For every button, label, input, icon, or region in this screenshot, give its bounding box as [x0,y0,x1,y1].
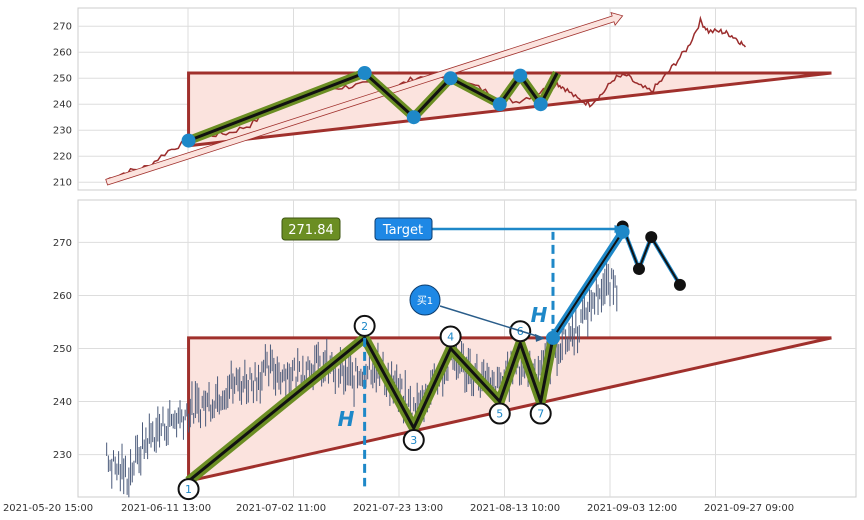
pattern-point-marker [181,133,196,148]
pattern-point-label: 1 [185,483,192,496]
pattern-point-circle [402,429,425,452]
pattern-point-circle [353,314,376,337]
pattern-point-marker [357,66,372,80]
after-point-marker [632,262,645,275]
x-tick-label: 2021-06-11 13:00 [121,503,211,514]
price-label: 271.84 [288,223,334,238]
annotation-arrows [432,225,625,342]
pattern-point-label: 4 [447,331,454,344]
pattern-point-marker [406,110,421,125]
y-tick-label: 230 [53,450,72,461]
y-tick-label: 240 [53,100,72,111]
x-tick-label: 2021-09-03 12:00 [587,503,677,514]
triangle-bottom-edge [188,71,832,148]
y-tick-label: 270 [53,22,72,33]
triangle-top-edge [187,71,832,146]
buy-arrow-head [534,333,545,342]
after-point-marker [645,231,658,244]
y-tick-label: 210 [53,178,72,189]
pattern-point-circle [488,402,511,425]
target-arrow-head [614,225,625,233]
y-tick-label: 220 [53,152,72,163]
pattern-point-marker [533,97,548,112]
pattern-point-label: 5 [496,408,503,421]
pattern-point-label: 7 [537,408,544,421]
buy-marker: 买1 [409,284,441,316]
after-path-inner [621,226,681,286]
after-point-marker [673,278,686,291]
h-label-right: H [531,303,548,327]
pattern-point-marker [492,97,507,112]
pattern-point-circle [529,402,552,425]
pattern-point-marker [443,71,458,86]
y-tick-label: 250 [53,344,72,355]
buy-label: 买1 [417,295,433,307]
target-label: Target [382,223,423,238]
price-label-box: 271.84 [281,217,341,241]
pattern-point-label: 6 [517,325,524,338]
triangle-fill [188,73,832,146]
y-tick-label: 260 [53,48,72,59]
triangle-top-edge [187,336,832,482]
x-tick-label: 2021-07-23 13:00 [353,503,443,514]
x-axis-ticks: 2021-05-20 15:00 2021-06-11 13:00 2021-07-… [3,503,794,514]
pattern-point-circle [439,325,462,348]
trend-arrow [105,12,624,186]
x-tick-label: 2021-08-13 10:00 [470,503,560,514]
y-tick-label: 270 [53,238,72,249]
buy-arrow [439,305,544,339]
pattern-zigzag-inner [187,336,555,483]
y-tick-label: 250 [53,74,72,85]
target-path-inner [552,231,624,339]
triangle-bottom-edge [188,336,832,483]
breakout-point-marker [545,330,560,345]
target-label-box: Target [374,217,433,241]
y-tick-label: 260 [53,291,72,302]
x-tick-label: 2021-07-02 11:00 [236,503,326,514]
x-tick-label: 2021-05-20 15:00 [3,503,93,514]
bottom-panel: 230 240 250 260 270 1 2 3 4 5 6 7 [53,199,857,501]
pattern-point-marker [513,68,528,83]
pattern-point-label: 2 [361,320,368,333]
y-tick-label: 240 [53,397,72,408]
pattern-point-circle [177,478,200,501]
x-tick-label: 2021-09-27 09:00 [704,503,794,514]
pattern-point-label: 3 [410,434,417,447]
y-tick-label: 230 [53,126,72,137]
top-panel: 210 220 230 240 250 260 270 [53,7,857,191]
h-label-left: H [338,407,355,431]
